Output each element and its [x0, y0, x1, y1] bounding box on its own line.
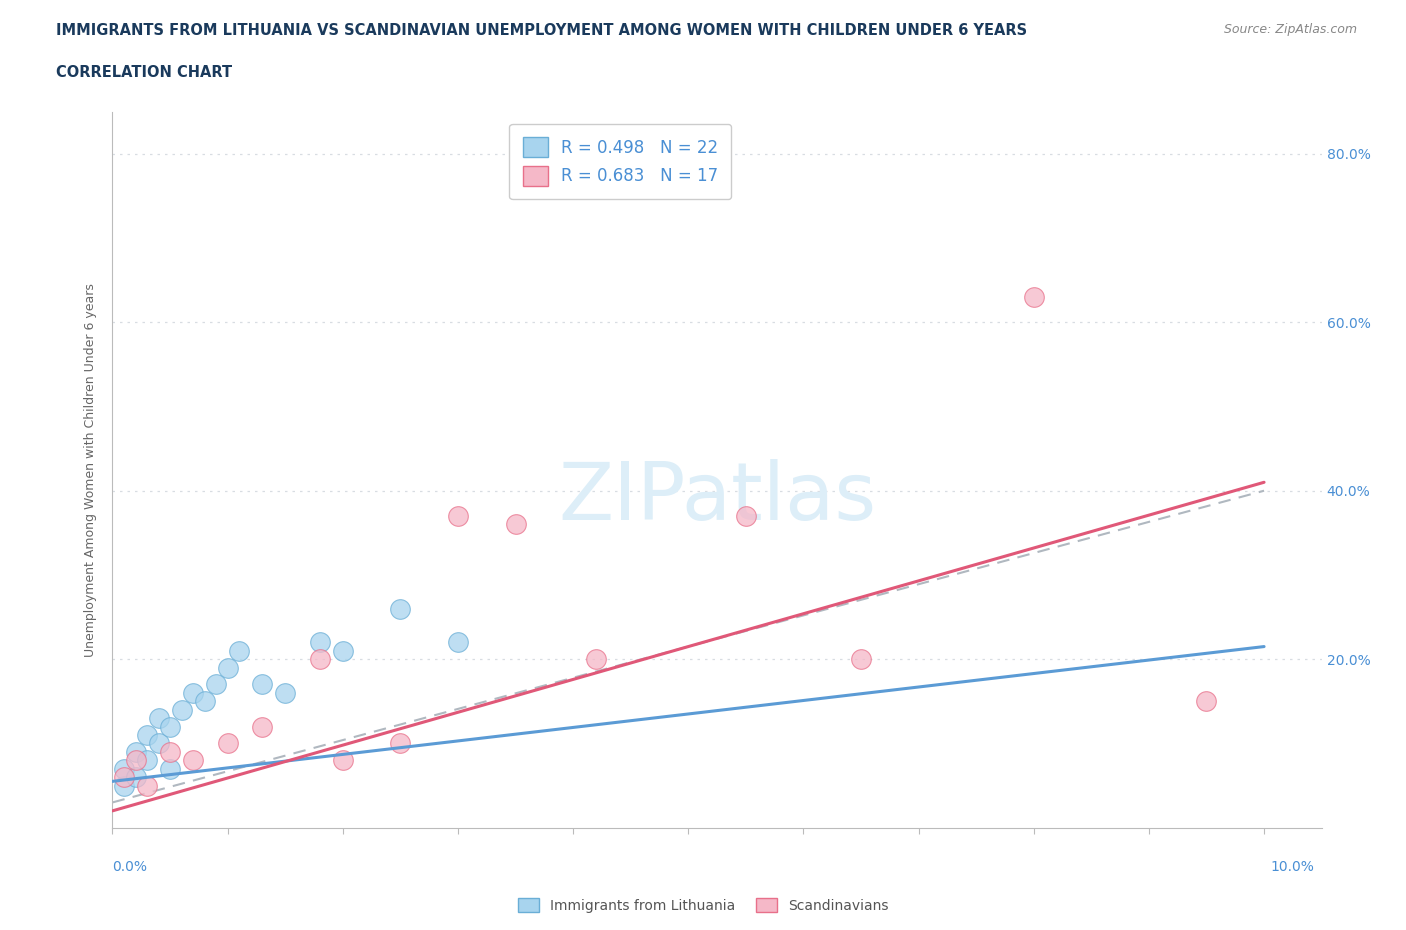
- Point: [447, 509, 470, 524]
- Point: [217, 660, 239, 675]
- Point: [112, 778, 135, 793]
- Point: [112, 770, 135, 785]
- Point: [308, 652, 330, 667]
- Point: [1195, 694, 1218, 709]
- Point: [181, 685, 204, 700]
- Point: [159, 744, 181, 759]
- Point: [849, 652, 872, 667]
- Point: [170, 702, 193, 717]
- Point: [217, 736, 239, 751]
- Point: [159, 719, 181, 734]
- Text: CORRELATION CHART: CORRELATION CHART: [56, 65, 232, 80]
- Text: ZIPatlas: ZIPatlas: [558, 459, 876, 538]
- Point: [505, 517, 527, 532]
- Point: [124, 753, 146, 768]
- Point: [308, 635, 330, 650]
- Point: [136, 778, 159, 793]
- Point: [1022, 289, 1045, 304]
- Point: [181, 753, 204, 768]
- Point: [250, 719, 273, 734]
- Legend: R = 0.498   N = 22, R = 0.683   N = 17: R = 0.498 N = 22, R = 0.683 N = 17: [509, 124, 731, 199]
- Legend: Immigrants from Lithuania, Scandinavians: Immigrants from Lithuania, Scandinavians: [512, 893, 894, 919]
- Point: [585, 652, 607, 667]
- Text: 0.0%: 0.0%: [112, 860, 148, 874]
- Point: [389, 736, 412, 751]
- Point: [159, 762, 181, 777]
- Point: [389, 601, 412, 616]
- Point: [205, 677, 228, 692]
- Point: [124, 770, 146, 785]
- Point: [332, 753, 354, 768]
- Point: [332, 644, 354, 658]
- Text: IMMIGRANTS FROM LITHUANIA VS SCANDINAVIAN UNEMPLOYMENT AMONG WOMEN WITH CHILDREN: IMMIGRANTS FROM LITHUANIA VS SCANDINAVIA…: [56, 23, 1028, 38]
- Point: [124, 744, 146, 759]
- Point: [136, 727, 159, 742]
- Point: [148, 711, 170, 725]
- Point: [274, 685, 297, 700]
- Point: [228, 644, 250, 658]
- Text: 10.0%: 10.0%: [1271, 860, 1315, 874]
- Y-axis label: Unemployment Among Women with Children Under 6 years: Unemployment Among Women with Children U…: [83, 283, 97, 657]
- Point: [447, 635, 470, 650]
- Point: [148, 736, 170, 751]
- Point: [194, 694, 217, 709]
- Point: [250, 677, 273, 692]
- Point: [112, 762, 135, 777]
- Point: [136, 753, 159, 768]
- Text: Source: ZipAtlas.com: Source: ZipAtlas.com: [1223, 23, 1357, 36]
- Point: [734, 509, 756, 524]
